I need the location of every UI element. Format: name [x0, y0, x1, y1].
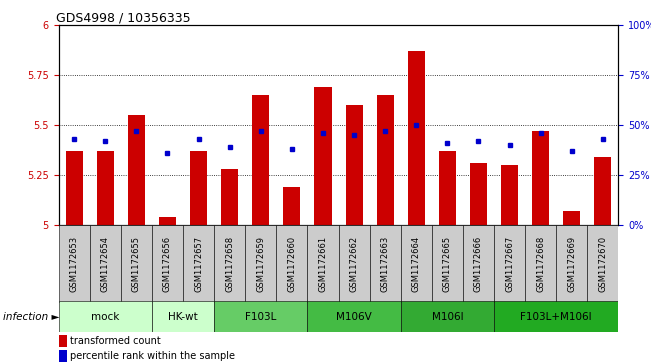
Bar	[307, 225, 339, 303]
Bar	[121, 225, 152, 303]
Bar	[252, 95, 270, 225]
Text: GSM1172655: GSM1172655	[132, 236, 141, 292]
Bar	[370, 225, 401, 303]
Bar	[183, 225, 214, 303]
Bar	[214, 301, 307, 332]
Bar	[494, 225, 525, 303]
Bar	[594, 157, 611, 225]
Bar	[339, 225, 370, 303]
Text: GSM1172660: GSM1172660	[287, 236, 296, 292]
Bar	[439, 151, 456, 225]
Bar	[401, 301, 494, 332]
Text: GSM1172661: GSM1172661	[318, 236, 327, 292]
Bar	[314, 87, 331, 225]
Text: GSM1172659: GSM1172659	[256, 236, 265, 292]
Bar	[221, 169, 238, 225]
Bar	[214, 225, 245, 303]
Bar	[563, 211, 580, 225]
Text: GSM1172664: GSM1172664	[412, 236, 421, 292]
Text: GSM1172668: GSM1172668	[536, 236, 545, 292]
Bar	[401, 225, 432, 303]
Bar	[377, 95, 394, 225]
Text: GSM1172666: GSM1172666	[474, 236, 483, 292]
Bar	[59, 301, 152, 332]
Text: GSM1172663: GSM1172663	[381, 236, 390, 292]
Bar	[128, 115, 145, 225]
Bar	[245, 225, 276, 303]
Bar	[470, 163, 487, 225]
Text: GSM1172657: GSM1172657	[194, 236, 203, 292]
Bar	[408, 51, 425, 225]
Bar	[307, 301, 401, 332]
Text: mock: mock	[91, 312, 119, 322]
Text: F103L+M106I: F103L+M106I	[520, 312, 592, 322]
Bar	[276, 225, 307, 303]
Text: transformed count: transformed count	[70, 336, 161, 346]
Bar	[59, 225, 90, 303]
Bar	[90, 225, 121, 303]
Bar	[159, 217, 176, 225]
Text: GSM1172656: GSM1172656	[163, 236, 172, 292]
Bar	[59, 335, 67, 347]
Bar	[190, 151, 207, 225]
Text: F103L: F103L	[245, 312, 277, 322]
Text: GSM1172670: GSM1172670	[598, 236, 607, 292]
Bar	[66, 151, 83, 225]
Text: GSM1172658: GSM1172658	[225, 236, 234, 292]
Text: GSM1172653: GSM1172653	[70, 236, 79, 292]
Bar	[494, 301, 618, 332]
Text: GSM1172667: GSM1172667	[505, 236, 514, 292]
Bar	[587, 225, 618, 303]
Text: GSM1172665: GSM1172665	[443, 236, 452, 292]
Bar	[532, 131, 549, 225]
Bar	[346, 105, 363, 225]
Text: M106V: M106V	[336, 312, 372, 322]
Bar	[432, 225, 463, 303]
Text: GSM1172662: GSM1172662	[350, 236, 359, 292]
Text: HK-wt: HK-wt	[168, 312, 198, 322]
Bar	[97, 151, 114, 225]
Text: GSM1172669: GSM1172669	[567, 236, 576, 292]
Text: percentile rank within the sample: percentile rank within the sample	[70, 351, 235, 361]
Bar	[152, 225, 183, 303]
Bar	[525, 225, 556, 303]
Text: GSM1172654: GSM1172654	[101, 236, 110, 292]
Text: infection ►: infection ►	[3, 312, 60, 322]
Text: M106I: M106I	[432, 312, 464, 322]
Text: GDS4998 / 10356335: GDS4998 / 10356335	[56, 11, 190, 24]
Bar	[59, 350, 67, 362]
Bar	[463, 225, 494, 303]
Bar	[501, 165, 518, 225]
Bar	[556, 225, 587, 303]
Bar	[283, 187, 300, 225]
Bar	[152, 301, 214, 332]
